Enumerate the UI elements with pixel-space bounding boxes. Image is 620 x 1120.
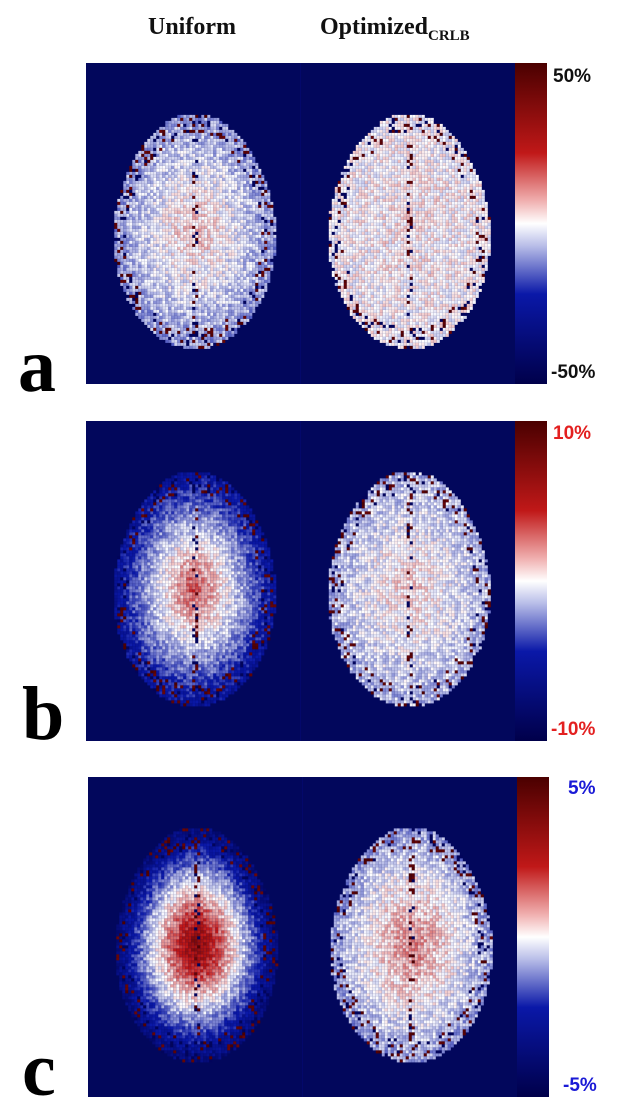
panel-a-colorbar-max: 50%	[553, 66, 592, 87]
panel-a-colorbar-min: -50%	[551, 362, 596, 383]
brain-map-uniform	[116, 828, 279, 1063]
brain-map-uniform	[114, 472, 277, 707]
panel-c-colorbar-min: -5%	[563, 1075, 597, 1096]
panel-b-letter: b	[22, 672, 65, 756]
panel-c-letter: c	[22, 1028, 56, 1112]
panel-b-colorbar	[515, 421, 547, 741]
panel-b-colorbar-max: 10%	[553, 423, 592, 444]
brain-map-optimized	[330, 828, 493, 1063]
panel-a-colorbar	[515, 63, 547, 384]
panel-a-image	[86, 63, 515, 384]
panel-c-colorbar	[517, 777, 549, 1097]
panel-a-brain-maps	[114, 114, 491, 349]
panel-c-colorbar-max: 5%	[568, 778, 596, 799]
panel-c-image	[88, 777, 517, 1097]
panel-a-letter: a	[18, 324, 56, 408]
panel-b-colorbar-min: -10%	[551, 719, 596, 740]
panel-b-image	[86, 421, 515, 741]
brain-map-optimized	[328, 114, 491, 349]
uniform-column-header: Uniform	[148, 14, 236, 40]
brain-map-uniform	[114, 114, 277, 349]
brain-map-optimized	[328, 472, 491, 707]
panel-c-brain-maps	[116, 828, 493, 1063]
panel-b-brain-maps	[114, 472, 491, 707]
optimized-column-header: OptimizedCRLB	[320, 14, 470, 44]
